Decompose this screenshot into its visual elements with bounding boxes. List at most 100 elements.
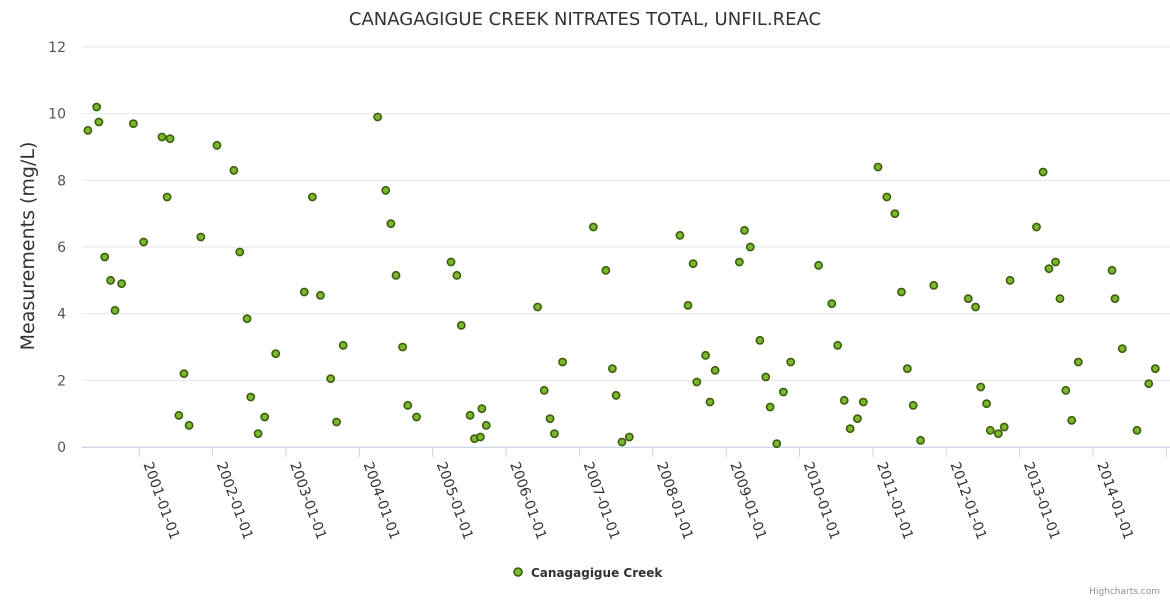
data-point[interactable] bbox=[853, 414, 862, 424]
data-point[interactable] bbox=[890, 209, 900, 219]
data-point[interactable] bbox=[307, 192, 317, 202]
data-point[interactable] bbox=[688, 259, 698, 269]
data-point[interactable] bbox=[705, 397, 715, 407]
data-point[interactable] bbox=[608, 364, 617, 374]
data-point[interactable] bbox=[92, 102, 102, 112]
data-point[interactable] bbox=[253, 429, 263, 439]
data-point[interactable] bbox=[117, 279, 127, 289]
data-point[interactable] bbox=[710, 365, 720, 375]
data-point[interactable] bbox=[381, 185, 391, 195]
data-point[interactable] bbox=[558, 357, 567, 367]
data-point[interactable] bbox=[260, 412, 270, 422]
data-point[interactable] bbox=[83, 125, 93, 135]
data-point[interactable] bbox=[588, 222, 598, 232]
data-point[interactable] bbox=[701, 350, 711, 360]
data-point[interactable] bbox=[897, 287, 906, 297]
data-point[interactable] bbox=[246, 392, 256, 402]
data-point[interactable] bbox=[110, 305, 120, 315]
data-point[interactable] bbox=[908, 400, 918, 410]
data-point[interactable] bbox=[481, 420, 491, 430]
data-point[interactable] bbox=[1005, 275, 1015, 285]
data-point[interactable] bbox=[734, 257, 744, 267]
data-point[interactable] bbox=[165, 134, 175, 144]
data-point[interactable] bbox=[873, 162, 883, 172]
data-point[interactable] bbox=[772, 439, 782, 449]
data-point[interactable] bbox=[128, 119, 138, 129]
data-point[interactable] bbox=[179, 369, 189, 379]
data-point[interactable] bbox=[456, 320, 466, 330]
credits-link[interactable]: Highcharts.com bbox=[1089, 587, 1160, 597]
data-point[interactable] bbox=[106, 275, 116, 285]
data-point[interactable] bbox=[814, 260, 823, 270]
legend-label[interactable]: Canagagigue Creek bbox=[531, 566, 663, 580]
data-point[interactable] bbox=[683, 300, 693, 310]
data-point[interactable] bbox=[1073, 357, 1083, 367]
data-point[interactable] bbox=[235, 247, 245, 257]
data-point[interactable] bbox=[465, 410, 475, 420]
data-point[interactable] bbox=[94, 117, 104, 127]
data-point[interactable] bbox=[827, 299, 837, 309]
data-point[interactable] bbox=[882, 192, 892, 202]
data-point[interactable] bbox=[533, 302, 542, 312]
data-point[interactable] bbox=[398, 342, 408, 352]
data-point[interactable] bbox=[1038, 167, 1048, 177]
data-point[interactable] bbox=[617, 437, 627, 447]
data-point[interactable] bbox=[326, 374, 336, 384]
data-point[interactable] bbox=[1117, 344, 1127, 354]
data-point[interactable] bbox=[412, 412, 421, 422]
data-point[interactable] bbox=[858, 397, 868, 407]
data-point[interactable] bbox=[1044, 264, 1054, 274]
data-point[interactable] bbox=[452, 270, 462, 280]
data-point[interactable] bbox=[271, 349, 281, 359]
data-point[interactable] bbox=[162, 192, 172, 202]
data-point[interactable] bbox=[601, 265, 611, 275]
data-point[interactable] bbox=[229, 165, 239, 175]
data-point[interactable] bbox=[675, 230, 685, 240]
data-point[interactable] bbox=[212, 140, 222, 150]
legend[interactable]: Canagagigue Creek bbox=[513, 566, 663, 580]
data-point[interactable] bbox=[196, 232, 206, 242]
data-point[interactable] bbox=[624, 432, 634, 442]
data-point[interactable] bbox=[338, 340, 348, 350]
data-point[interactable] bbox=[999, 422, 1009, 432]
data-point[interactable] bbox=[755, 335, 765, 345]
data-point[interactable] bbox=[139, 237, 149, 247]
data-point[interactable] bbox=[971, 302, 980, 312]
data-point[interactable] bbox=[1144, 379, 1154, 389]
data-point[interactable] bbox=[611, 390, 621, 400]
data-point[interactable] bbox=[550, 429, 559, 439]
data-point[interactable] bbox=[475, 432, 485, 442]
data-point[interactable] bbox=[1055, 294, 1065, 304]
data-point[interactable] bbox=[761, 372, 771, 382]
data-point[interactable] bbox=[1150, 364, 1160, 374]
data-point[interactable] bbox=[839, 395, 849, 405]
data-point[interactable] bbox=[993, 429, 1003, 439]
data-point[interactable] bbox=[916, 435, 925, 445]
data-point[interactable] bbox=[902, 364, 912, 374]
data-point[interactable] bbox=[1132, 425, 1142, 435]
data-point[interactable] bbox=[242, 314, 252, 324]
data-point[interactable] bbox=[985, 425, 995, 435]
data-point[interactable] bbox=[386, 219, 396, 229]
data-point[interactable] bbox=[477, 404, 487, 414]
data-point[interactable] bbox=[692, 377, 702, 387]
data-point[interactable] bbox=[1067, 415, 1077, 425]
data-point[interactable] bbox=[845, 424, 855, 434]
data-point[interactable] bbox=[446, 257, 456, 267]
data-point[interactable] bbox=[929, 280, 939, 290]
data-point[interactable] bbox=[1061, 385, 1071, 395]
data-point[interactable] bbox=[100, 252, 110, 262]
data-point[interactable] bbox=[765, 402, 775, 412]
data-point[interactable] bbox=[174, 410, 184, 420]
data-point[interactable] bbox=[982, 399, 991, 409]
data-point[interactable] bbox=[745, 242, 755, 252]
data-point[interactable] bbox=[963, 294, 973, 304]
data-point[interactable] bbox=[316, 290, 325, 300]
data-point[interactable] bbox=[1110, 294, 1120, 304]
data-point[interactable] bbox=[976, 382, 986, 392]
data-point[interactable] bbox=[403, 400, 413, 410]
data-point[interactable] bbox=[299, 287, 309, 297]
data-point[interactable] bbox=[1032, 222, 1041, 232]
data-point[interactable] bbox=[373, 112, 383, 122]
data-point[interactable] bbox=[332, 417, 341, 427]
